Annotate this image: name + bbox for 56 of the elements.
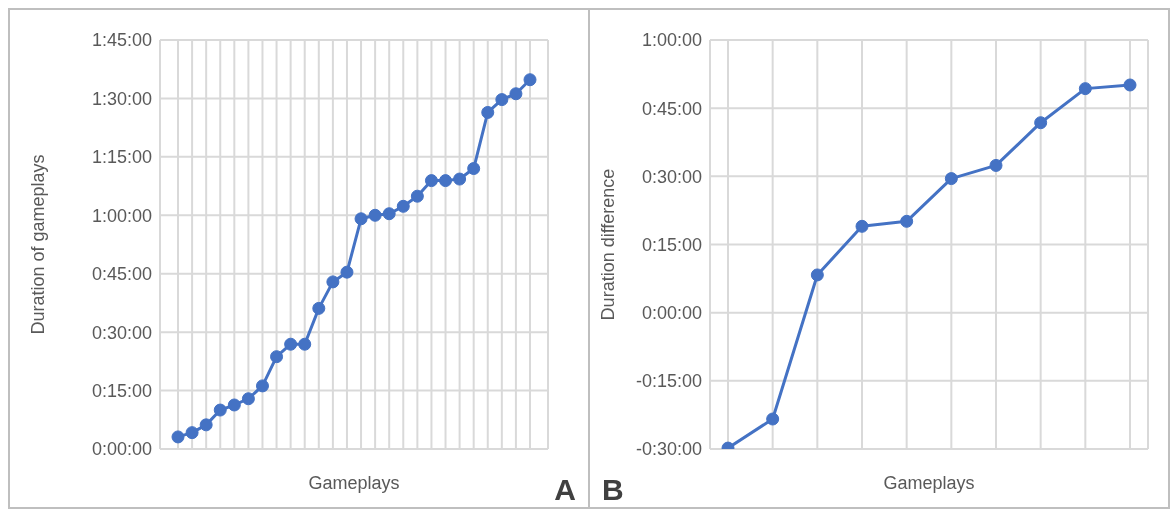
point bbox=[255, 379, 269, 393]
y-axis-title: Duration difference bbox=[598, 168, 619, 321]
point bbox=[284, 337, 298, 351]
y-tick-label: 0:15:00 bbox=[641, 234, 702, 255]
point bbox=[855, 219, 869, 233]
point bbox=[1034, 116, 1048, 130]
point bbox=[481, 105, 495, 119]
point bbox=[453, 172, 467, 186]
y-tick-label: 0:45:00 bbox=[641, 98, 702, 119]
point bbox=[340, 265, 354, 279]
point bbox=[410, 189, 424, 203]
y-tick-label: -0:15:00 bbox=[635, 371, 702, 392]
point bbox=[1123, 78, 1137, 92]
y-tick-label: 1:00:00 bbox=[641, 30, 702, 51]
point bbox=[944, 172, 958, 186]
point bbox=[523, 73, 537, 87]
y-tick-label: 1:00:00 bbox=[91, 205, 152, 226]
point bbox=[171, 430, 185, 444]
point bbox=[439, 174, 453, 188]
point bbox=[185, 426, 199, 440]
y-tick-label: 0:15:00 bbox=[91, 380, 152, 401]
point bbox=[199, 418, 213, 432]
point bbox=[810, 268, 824, 282]
y-tick-label: 0:45:00 bbox=[91, 264, 152, 285]
point bbox=[354, 212, 368, 226]
y-tick-label: -0:30:00 bbox=[635, 439, 702, 460]
point bbox=[382, 207, 396, 221]
y-tick-label: 1:15:00 bbox=[91, 147, 152, 168]
point bbox=[213, 403, 227, 417]
x-axis-title: Gameplays bbox=[883, 473, 975, 493]
y-tick-label: 0:30:00 bbox=[641, 166, 702, 187]
point bbox=[424, 174, 438, 188]
point bbox=[766, 412, 780, 426]
y-axis-title: Duration of gameplays bbox=[28, 154, 49, 335]
point bbox=[989, 158, 1003, 172]
point bbox=[495, 93, 509, 107]
y-tick-label: 1:30:00 bbox=[91, 88, 152, 109]
point bbox=[900, 214, 914, 228]
point bbox=[1078, 82, 1092, 96]
point bbox=[227, 398, 241, 412]
point bbox=[270, 350, 284, 364]
y-tick-label: 0:00:00 bbox=[91, 439, 152, 460]
text: A bbox=[554, 473, 576, 507]
point bbox=[298, 337, 312, 351]
y-tick-label: 1:45:00 bbox=[91, 30, 152, 51]
y-tick-label: 0:00:00 bbox=[641, 303, 702, 324]
y-tick-label: 0:30:00 bbox=[91, 322, 152, 343]
point bbox=[396, 199, 410, 213]
point bbox=[312, 301, 326, 315]
point bbox=[509, 87, 523, 101]
point bbox=[241, 392, 255, 406]
text: B bbox=[602, 473, 624, 507]
x-axis-title: Gameplays bbox=[308, 473, 400, 493]
point bbox=[326, 275, 340, 289]
point bbox=[467, 162, 481, 176]
point bbox=[368, 208, 382, 222]
